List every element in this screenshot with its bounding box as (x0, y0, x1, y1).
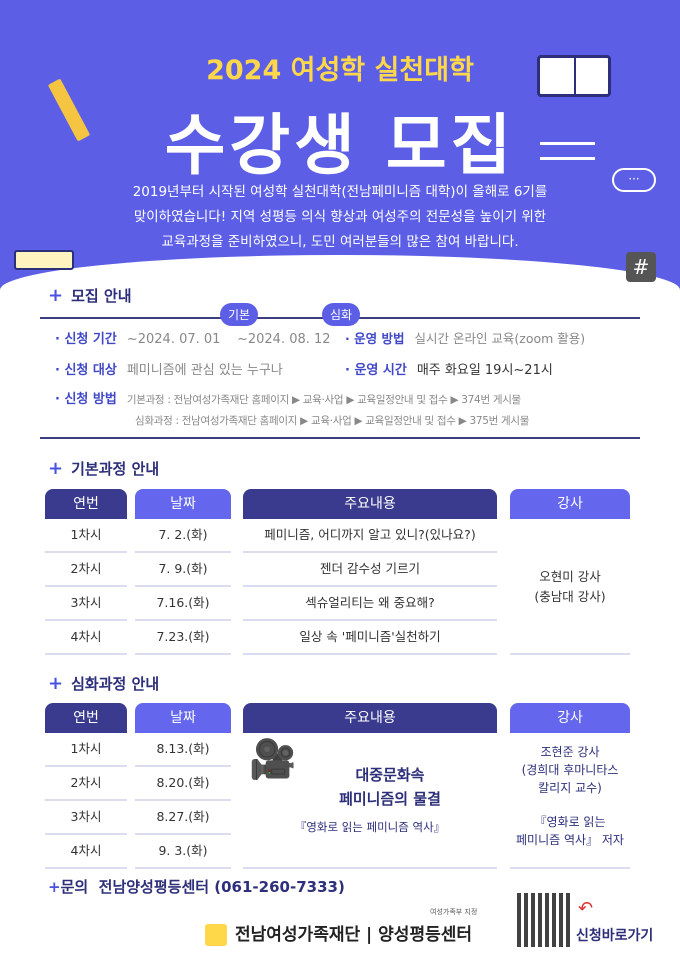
col-header-content: 주요내용 (243, 703, 497, 733)
basic-lecturer: 오현미 강사 (충남대 강사) (510, 519, 630, 655)
row-date: 7. 9.(화) (135, 553, 231, 587)
arrow-icon: ↶ (578, 898, 594, 919)
intro-line: 맞이하였습니다! 지역 성평등 의식 향상과 여성주의 전문성을 높이기 위한 (133, 209, 547, 225)
section-title: 심화과정 안내 (71, 675, 160, 693)
col-header-date: 날짜 (135, 489, 231, 519)
value: 실시간 온라인 교육(zoom 활용) (414, 331, 586, 346)
header-banner: ··· 2024 여성학 실천대학 수강생 모집 2019년부터 시작된 여성학… (0, 0, 680, 290)
plus-icon: + (48, 673, 64, 694)
col-header-no: 연번 (45, 489, 127, 519)
plus-icon: + (48, 458, 64, 479)
organization-logo: 전남여성가족재단 | 양성평등센터 (205, 920, 472, 946)
speech-bubble-icon: ··· (612, 168, 656, 192)
intro-line: 2019년부터 시작된 여성학 실천대학(전남페미니즘 대학)이 올해로 6기를 (132, 184, 548, 200)
value: ~2024. 08. 12 (236, 332, 331, 347)
text-lines-icon (540, 142, 595, 160)
contact-label: 문의 (60, 878, 89, 896)
section-title-advanced: + 심화과정 안내 (48, 673, 159, 694)
lecturer-affiliation: (충남대 강사) (534, 589, 606, 604)
label: 신청 대상 (55, 363, 117, 378)
org-name: 전남여성가족재단 | 양성평등센터 (235, 925, 473, 945)
value: 페미니즘에 관심 있는 누구나 (126, 363, 283, 378)
contact-info: +문의 전남양성평등센터 (061-260-7333) (48, 876, 345, 897)
title-line: 페미니즘의 물결 (339, 790, 441, 808)
title-line: 대중문화속 (355, 766, 425, 784)
event-title: 2024 여성학 실천대학 (206, 55, 474, 86)
value: ~2024. 07. 01 (126, 332, 221, 347)
col-header-date: 날짜 (135, 703, 231, 733)
col-header-lecturer: 강사 (510, 703, 630, 733)
row-date: 7.16.(화) (135, 587, 231, 621)
row-number: 1차시 (45, 733, 127, 767)
lecturer-name: 조현준 강사 (540, 745, 600, 759)
row-date: 8.27.(화) (135, 801, 231, 835)
qr-code[interactable] (517, 893, 571, 947)
row-date: 8.20.(화) (135, 767, 231, 801)
section-title: 기본과정 안내 (71, 460, 160, 478)
col-header-lecturer: 강사 (510, 489, 630, 519)
label: 운영 시간 (345, 363, 407, 378)
row-content: 일상 속 '페미니즘'실천하기 (243, 621, 497, 655)
row-date: 7. 2.(화) (135, 519, 231, 553)
plus-icon: + (48, 285, 64, 306)
label: 신청 방법 (55, 392, 117, 407)
advanced-lecturer: 조현준 강사 (경희대 후마니타스 칼리지 교수) 『영화로 읽는 페미니즘 역… (510, 733, 630, 869)
value: 기본과정 : 전남여성가족재단 홈페이지 ▶ 교육·사업 ▶ 교육일정안내 및 … (126, 394, 521, 406)
label: 운영 방법 (345, 331, 404, 346)
hashtag-icon: # (626, 252, 656, 282)
row-date: 9. 3.(화) (135, 835, 231, 869)
divider (40, 437, 640, 439)
row-number: 3차시 (45, 587, 127, 621)
plus-icon: + (48, 878, 61, 896)
ministry-label: 여성가족부 지정 (430, 908, 478, 916)
row-number: 2차시 (45, 553, 127, 587)
apply-info: 신청 방법 기본과정 : 전남여성가족재단 홈페이지 ▶ 교육·사업 ▶ 교육일정… (55, 389, 529, 432)
col-header-no: 연번 (45, 703, 127, 733)
label: 신청 기간 (55, 332, 117, 347)
advanced-pill: 심화 (322, 303, 361, 326)
row-number: 2차시 (45, 767, 127, 801)
method-info: 운영 방법 실시간 온라인 교육(zoom 활용) (345, 328, 585, 347)
time-info: 운영 시간 매주 화요일 19시~21시 (345, 359, 553, 378)
open-book-icon (14, 250, 74, 270)
contact-value: 전남양성평등센터 (061-260-7333) (98, 878, 345, 896)
section-title-recruit: + 모집 안내 (48, 285, 132, 306)
row-date: 7.23.(화) (135, 621, 231, 655)
value: 매주 화요일 19시~21시 (416, 363, 553, 378)
section-title-basic: + 기본과정 안내 (48, 458, 159, 479)
row-content: 페미니즘, 어디까지 알고 있니?(있나요?) (243, 519, 497, 553)
row-number: 3차시 (45, 801, 127, 835)
lecturer-book: 『영화로 읽는 (534, 815, 606, 829)
lecturer-affiliation: (경희대 후마니타스 (521, 763, 619, 777)
book-icon (537, 55, 611, 97)
row-content: 섹슈얼리티는 왜 중요해? (243, 587, 497, 621)
row-content: 젠더 감수성 기르기 (243, 553, 497, 587)
lecturer-name: 오현미 강사 (539, 569, 601, 584)
row-number: 4차시 (45, 621, 127, 655)
film-camera-icon: 🎥 (249, 737, 297, 781)
section-title: 모집 안내 (71, 287, 132, 305)
headline: 수강생 모집 (164, 107, 516, 184)
intro-text: 2019년부터 시작된 여성학 실천대학(전남페미니즘 대학)이 올해로 6기를… (20, 180, 660, 255)
target-info: 신청 대상 페미니즘에 관심 있는 누구나 (55, 359, 283, 378)
col-header-content: 주요내용 (243, 489, 497, 519)
value: 심화과정 : 전남여성가족재단 홈페이지 ▶ 교육·사업 ▶ 교육일정안내 및 … (135, 415, 530, 427)
lecturer-book: 페미니즘 역사』 저자 (516, 833, 624, 847)
row-number: 1차시 (45, 519, 127, 553)
content-book: 『영화로 읽는 페미니즘 역사』 (294, 820, 446, 834)
foundation-logo-icon (205, 924, 227, 946)
apply-link[interactable]: 신청바로가기 (576, 928, 654, 944)
row-number: 4차시 (45, 835, 127, 869)
lecturer-affiliation: 칼리지 교수) (538, 781, 602, 795)
intro-line: 교육과정을 준비하였으니, 도민 여러분들의 많은 참여 바랍니다. (161, 234, 519, 250)
row-date: 8.13.(화) (135, 733, 231, 767)
period-info: 신청 기간 ~2024. 07. 01 ~2024. 08. 12 (55, 328, 331, 347)
basic-pill: 기본 (220, 303, 259, 326)
